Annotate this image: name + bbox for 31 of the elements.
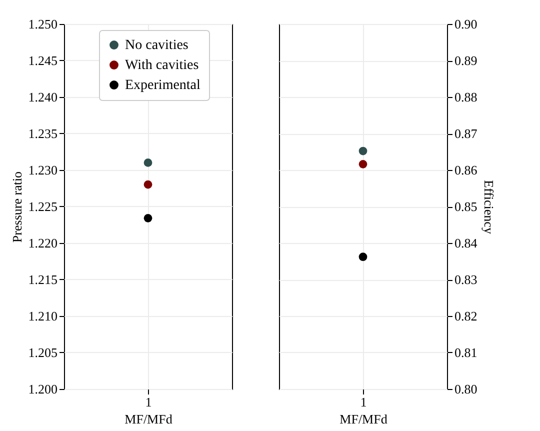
y2-tick-label: 0.87 — [454, 126, 478, 141]
y2-tick-label: 0.84 — [454, 236, 478, 250]
y2-tick-label: 0.86 — [454, 162, 478, 178]
y-tick-label: 1.200 — [28, 382, 58, 396]
y-tick-label: 1.240 — [28, 90, 58, 104]
y2-tick-label: 0.83 — [454, 272, 478, 287]
legend-label: Experimental — [125, 78, 201, 93]
x-tick-label: 1 — [360, 394, 367, 410]
y-tick-label: 1.210 — [28, 308, 58, 324]
y2-axis-title: Efficiency — [481, 180, 496, 234]
x-tick-label: 1 — [145, 394, 152, 410]
y2-tick-label: 0.90 — [454, 16, 478, 32]
y-tick-label: 1.215 — [28, 272, 58, 287]
y-tick-label: 1.230 — [28, 162, 58, 178]
y2-tick-label: 0.85 — [454, 199, 478, 214]
legend-label: No cavities — [125, 38, 188, 53]
y-tick-label: 1.220 — [28, 236, 58, 250]
y-tick-label: 1.205 — [28, 345, 58, 360]
x-axis-title: MF/MFd — [340, 412, 388, 426]
x-axis-title: MF/MFd — [124, 412, 173, 426]
y2-tick-label: 0.82 — [454, 308, 478, 324]
y-tick-label: 1.235 — [28, 126, 58, 141]
y2-tick-label: 0.80 — [454, 382, 478, 396]
y2-tick-label: 0.89 — [454, 53, 478, 68]
legend-label: With cavities — [125, 58, 199, 73]
y-tick-label: 1.225 — [28, 199, 58, 214]
y2-tick-label: 0.88 — [454, 90, 478, 104]
y-axis-title: Pressure ratio — [9, 171, 24, 243]
y2-tick-label: 0.81 — [454, 345, 478, 360]
y-tick-label: 1.250 — [28, 16, 58, 32]
y-tick-label: 1.245 — [28, 53, 58, 68]
